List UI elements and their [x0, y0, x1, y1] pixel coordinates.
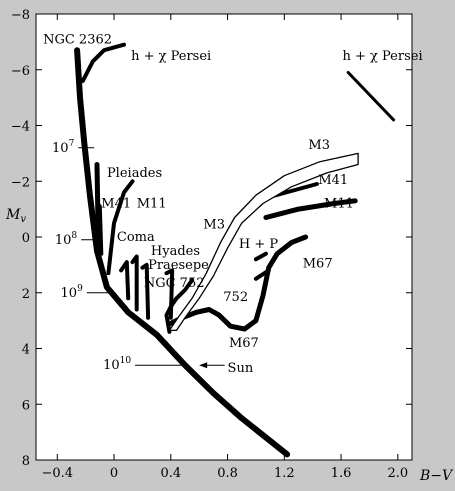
y-tick-label: 0 [22, 231, 30, 246]
sequence-coma [119, 260, 131, 301]
label-m41: M41 [101, 197, 131, 212]
age-mark-label: 107 [52, 139, 75, 156]
label-hyades: Hyades [151, 244, 200, 259]
y-tick-label: 2 [22, 287, 30, 302]
sequence-zams [74, 47, 291, 458]
x-tick-label: 0.8 [217, 466, 238, 481]
axes: −0.4 0 0.4 0.8 1.2 1.6 2.0 −8 −6 −4 −2 0 2 4 6 8 [11, 8, 412, 481]
y-axis-label-main: M [5, 207, 21, 223]
x-tick-label: 0.4 [160, 466, 181, 481]
label-m3: M3 [308, 138, 330, 153]
y-tick-label: −4 [11, 120, 30, 135]
label-ngc-2362: NGC 2362 [43, 32, 112, 47]
age-mark-label: 108 [55, 231, 78, 248]
label-sun: Sun [228, 361, 254, 376]
sequence-h-persei [80, 42, 126, 83]
y-tick-label: −6 [11, 64, 30, 79]
label-m67: M67 [303, 257, 333, 272]
x-tick-label: −0.4 [41, 466, 73, 481]
label-752: 752 [223, 290, 248, 305]
sequence-m41 [97, 204, 104, 256]
sequences [74, 42, 396, 458]
label-m41: M41 [318, 173, 348, 188]
sequence-praesepe [140, 262, 151, 320]
sequence-h-persei [346, 71, 396, 122]
x-tick-label: 2.0 [387, 466, 408, 481]
sequence-m67 [168, 234, 309, 332]
label-pleiades: Pleiades [107, 166, 162, 181]
sequence-752 [164, 278, 195, 334]
sun-arrow-head [199, 362, 208, 369]
sequence-m3 [168, 152, 359, 332]
y-tick-label: 6 [22, 398, 30, 413]
label-ngc-752: NGC 752 [144, 276, 205, 291]
label-h-persei: h + χ Persei [342, 49, 422, 64]
labels: 107 108 109 1010 NGC 2362 h + χ Persei h + χ P… [43, 32, 423, 376]
label-m11: M11 [137, 197, 167, 212]
sequence-hyades [130, 254, 139, 312]
y-axis-label: Mv [5, 207, 26, 225]
label-m11: M11 [324, 197, 354, 212]
x-tick-label: 0 [110, 466, 118, 481]
age-mark-label: 1010 [103, 356, 131, 373]
label-m67: M67 [229, 336, 259, 351]
sequence-h-p [253, 251, 268, 262]
label-praesepe: Praesepe [148, 258, 209, 273]
label-h-persei: h + χ Persei [131, 49, 211, 64]
y-tick-label: 8 [22, 454, 30, 469]
label-h-p: H + P [239, 237, 278, 252]
sequence-ngc-752 [164, 268, 175, 320]
label-m3: M3 [203, 218, 225, 233]
x-tick-label: 1.2 [274, 466, 295, 481]
y-axis-label-sub: v [20, 214, 26, 225]
sequence-m11 [263, 198, 358, 220]
age-mark-label: 109 [61, 284, 84, 301]
label-coma: Coma [117, 230, 155, 245]
y-tick-label: 4 [22, 343, 30, 358]
sequence-h-p [253, 268, 271, 281]
x-tick-label: 1.6 [331, 466, 352, 481]
sequence-m11 [106, 179, 135, 276]
y-tick-label: −2 [11, 175, 30, 190]
x-axis-label: B−V [419, 468, 454, 484]
y-tick-label: −8 [11, 8, 30, 23]
sequence-pleiades [94, 162, 101, 251]
